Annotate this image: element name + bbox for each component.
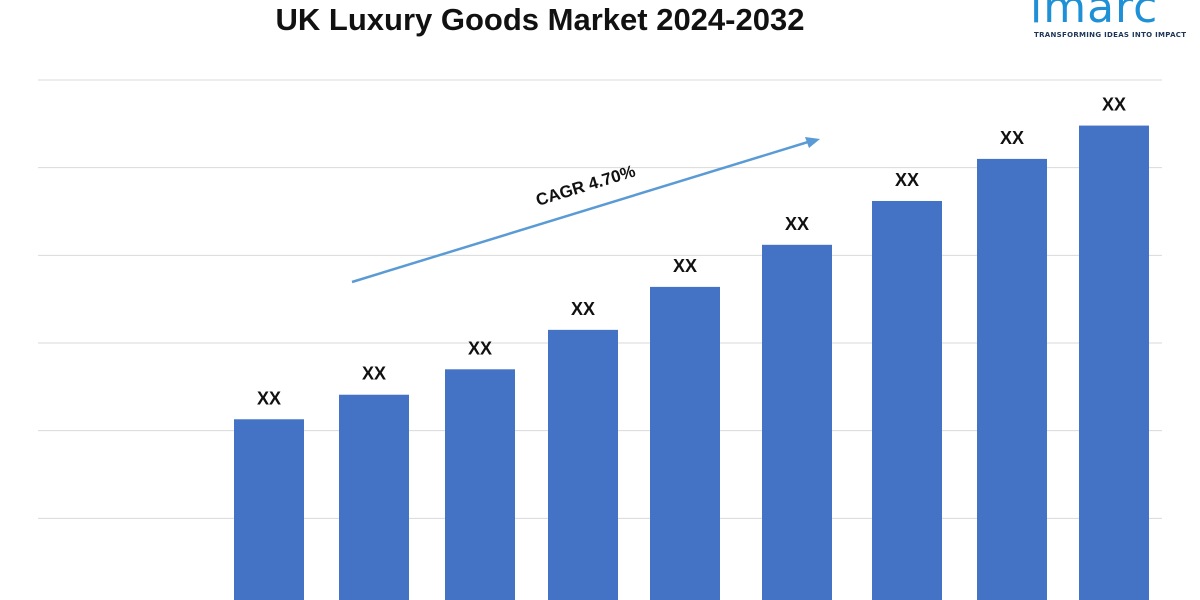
cagr-arrow-head [805,137,820,148]
bar-2028 [650,286,720,600]
data-label: XX [785,214,809,234]
data-label: XX [362,364,386,384]
data-label: XX [1000,128,1024,148]
cagr-label: CAGR 4.70% [534,162,638,210]
data-label: XX [257,388,281,408]
bar-2026 [445,369,515,600]
bar-2024 [234,419,304,600]
bar-2027 [548,329,618,600]
bar-2029 [762,244,832,600]
bar-2030 [872,200,942,600]
data-label: XX [895,170,919,190]
imarc-logo: imarc TRANSFORMING IDEAS INTO IMPACT [1030,0,1200,42]
data-label: XX [571,299,595,319]
bars [234,125,1149,600]
bar-2031 [977,158,1047,600]
data-labels: XX XX XX XX XX XX XX XX XX [257,95,1126,409]
bar-2025 [339,394,409,600]
data-label: XX [673,256,697,276]
cagr-arrow-line [351,140,809,284]
bar-2032 [1079,125,1149,600]
chart-title: UK Luxury Goods Market 2024-2032 [275,2,805,37]
data-label: XX [1102,95,1126,115]
logo-wordmark: imarc [1030,0,1159,33]
logo-tagline: TRANSFORMING IDEAS INTO IMPACT [1034,31,1187,39]
data-label: XX [468,338,492,358]
cagr-annotation: CAGR 4.70% [351,137,820,284]
